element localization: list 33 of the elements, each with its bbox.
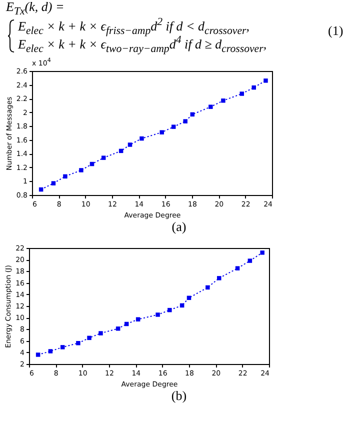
point bbox=[183, 119, 188, 124]
point bbox=[160, 130, 164, 134]
point bbox=[206, 285, 210, 290]
point bbox=[221, 98, 226, 103]
point bbox=[128, 142, 132, 147]
point bbox=[79, 168, 84, 172]
point bbox=[87, 336, 92, 340]
point bbox=[36, 352, 40, 357]
text: (b) bbox=[170, 388, 188, 404]
text: E$_{elec}$ × k + k × ϵ$_{friss−amp}$d$^{2}$ if d < d$_{crossover}$, bbox=[18, 16, 250, 37]
point bbox=[48, 349, 53, 354]
point bbox=[235, 266, 240, 270]
point bbox=[51, 181, 56, 186]
point bbox=[63, 174, 68, 179]
text: (1) bbox=[328, 23, 344, 38]
point bbox=[248, 258, 252, 263]
point bbox=[208, 104, 213, 109]
point bbox=[264, 78, 268, 83]
point bbox=[240, 92, 244, 96]
point bbox=[171, 124, 176, 129]
point bbox=[98, 331, 103, 336]
point bbox=[101, 156, 106, 160]
point bbox=[140, 136, 144, 141]
point bbox=[60, 345, 65, 350]
point bbox=[217, 276, 222, 280]
text: E$_{Tx}$(k, d) = bbox=[6, 0, 64, 18]
text: (a) bbox=[170, 219, 188, 235]
point bbox=[136, 317, 140, 322]
point bbox=[252, 85, 256, 90]
point bbox=[156, 312, 160, 317]
point bbox=[168, 308, 172, 312]
point bbox=[260, 250, 264, 255]
point bbox=[76, 341, 80, 346]
